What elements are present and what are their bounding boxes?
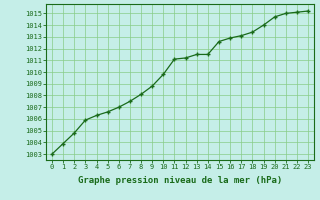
X-axis label: Graphe pression niveau de la mer (hPa): Graphe pression niveau de la mer (hPa) (78, 176, 282, 185)
